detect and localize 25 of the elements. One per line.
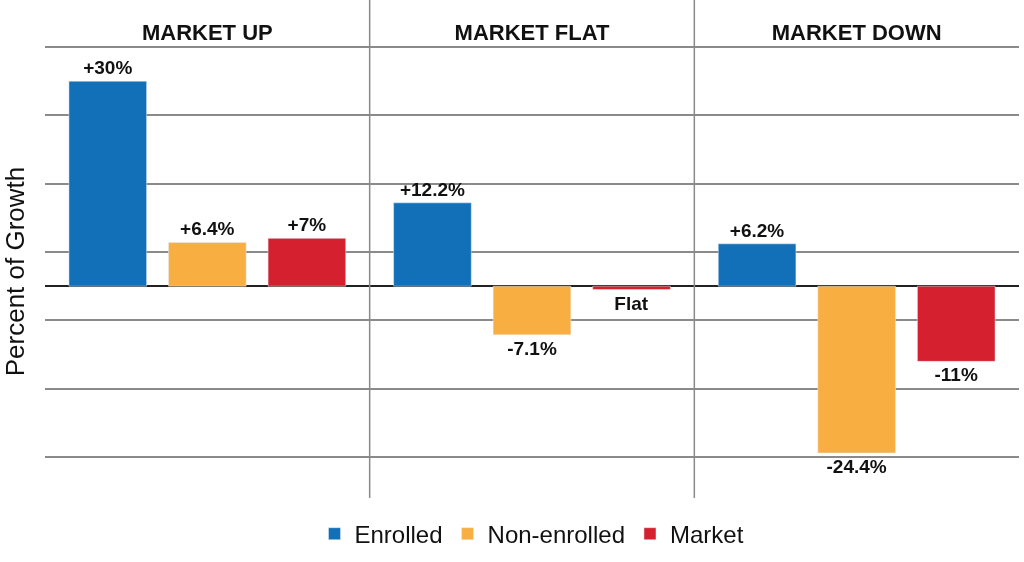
y-axis-title: Percent of Growth — [0, 166, 30, 377]
data-label: -7.1% — [507, 337, 557, 359]
bar — [817, 285, 896, 454]
data-label: +30% — [83, 57, 133, 79]
bar — [592, 285, 671, 290]
x-tick-label: MARKET DOWN — [771, 19, 942, 45]
data-label: +6.4% — [180, 218, 235, 240]
data-label: Flat — [614, 292, 649, 314]
legend-label: Enrolled — [354, 521, 443, 549]
data-label: +7% — [287, 214, 327, 236]
bar — [718, 243, 797, 287]
legend-label: Market — [669, 521, 744, 549]
bar — [168, 242, 247, 287]
x-tick-label: MARKET UP — [141, 19, 273, 45]
bar — [393, 202, 472, 287]
bar — [917, 285, 996, 362]
legend-label: Non-enrolled — [487, 521, 625, 549]
bar — [492, 285, 572, 335]
data-label: +12.2% — [399, 178, 465, 200]
bar — [267, 238, 346, 287]
x-tick-label: MARKET FLAT — [454, 19, 610, 45]
bar — [68, 80, 147, 287]
data-label: -24.4% — [826, 455, 887, 477]
data-label: +6.2% — [729, 219, 785, 241]
data-label: -11% — [934, 364, 978, 386]
